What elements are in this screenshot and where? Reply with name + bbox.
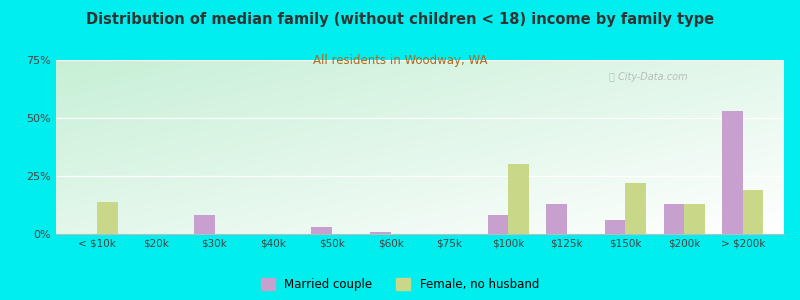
Text: Distribution of median family (without children < 18) income by family type: Distribution of median family (without c… [86,12,714,27]
Bar [508,164,529,234]
Bar [194,215,214,234]
Bar [605,220,626,234]
Bar [664,204,684,234]
Bar [626,183,646,234]
Bar [311,227,332,234]
Bar [97,202,118,234]
Text: ⓘ City-Data.com: ⓘ City-Data.com [610,72,688,82]
Bar [722,111,743,234]
Bar [743,190,763,234]
Bar [546,204,566,234]
Bar [487,215,508,234]
Legend: Married couple, Female, no husband: Married couple, Female, no husband [261,278,539,291]
Bar [370,232,390,234]
Text: All residents in Woodway, WA: All residents in Woodway, WA [313,54,487,67]
Bar [684,204,705,234]
